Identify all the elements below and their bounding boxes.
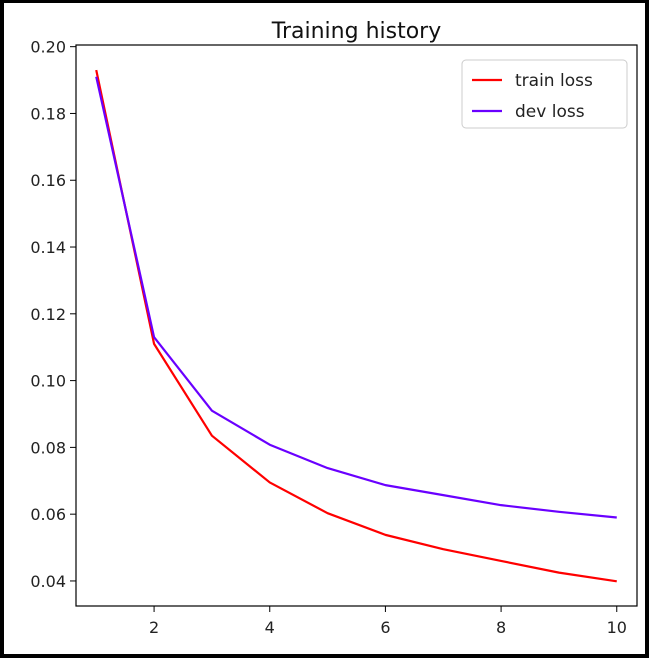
plot-area-border [75,44,638,607]
chart-title: Training history [271,19,441,44]
legend-label: dev loss [515,102,585,122]
x-axis-ticks: 2 4 6 8 10 [149,606,627,637]
chart-frame: Training history 2 4 6 8 10 0.04 0.06 0.08 0.10… [4,3,645,654]
y-tick-label: 0.10 [30,372,66,391]
legend-box [461,59,628,129]
training-history-chart: Training history 2 4 6 8 10 0.04 0.06 0.08 0.10… [30,19,638,637]
y-tick-label: 0.20 [30,38,66,57]
x-tick-label: 4 [265,618,275,637]
y-tick-label: 0.06 [30,505,66,524]
series-line-train-loss [95,69,617,583]
x-tick-label: 6 [380,618,390,637]
y-tick-label: 0.18 [30,104,66,123]
y-tick-label: 0.12 [30,305,66,324]
series-line-dev-loss [95,76,617,519]
legend: train loss dev loss [461,59,628,129]
x-tick-label: 8 [496,618,506,637]
series-layer [95,69,617,583]
y-tick-label: 0.04 [30,572,66,591]
y-tick-label: 0.08 [30,438,66,457]
legend-label: train loss [515,71,593,91]
x-tick-label: 10 [607,618,627,637]
x-tick-label: 2 [149,618,159,637]
y-axis-ticks: 0.04 0.06 0.08 0.10 0.12 0.14 0.16 0.18 0.20 [30,38,76,591]
y-tick-label: 0.14 [30,238,66,257]
y-tick-label: 0.16 [30,171,66,190]
